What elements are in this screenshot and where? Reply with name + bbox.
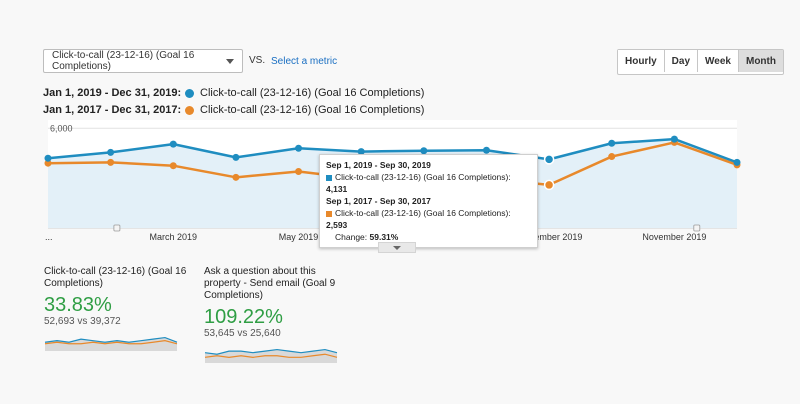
data-point-previous (295, 168, 302, 175)
tooltip-current-label: Click-to-call (23-12-16) (Goal 16 Comple… (335, 172, 511, 182)
scorecard-sparkline (44, 331, 178, 351)
hourly-button[interactable]: Hourly (618, 50, 665, 72)
chart-collapse-toggle[interactable] (378, 242, 416, 253)
tooltip-previous-row: Click-to-call (23-12-16) (Goal 16 Comple… (326, 207, 531, 231)
day-button[interactable]: Day (665, 50, 698, 72)
tooltip-change-label: Change: (335, 232, 370, 242)
scorecard-click-to-call[interactable]: Click-to-call (23-12-16) (Goal 16 Comple… (44, 266, 194, 356)
data-point-current (545, 155, 554, 164)
chart-tooltip: Sep 1, 2019 - Sep 30, 2019 Click-to-call… (319, 154, 538, 248)
metric-dropdown[interactable]: Click-to-call (23-12-16) (Goal 16 Comple… (43, 49, 243, 73)
tooltip-current-swatch (326, 175, 332, 181)
data-point-current (671, 136, 678, 143)
data-point-current (483, 147, 490, 154)
legend-row-previous: Jan 1, 2017 - Dec 31, 2017: Click-to-cal… (43, 104, 424, 116)
tooltip-current-row: Click-to-call (23-12-16) (Goal 16 Comple… (326, 171, 531, 195)
data-point-previous (170, 162, 177, 169)
tooltip-change-value: 59.31% (370, 232, 399, 242)
month-button[interactable]: Month (739, 50, 783, 72)
legend-date-current: Jan 1, 2019 - Dec 31, 2019: (43, 87, 185, 99)
vs-label: VS. (249, 55, 265, 66)
data-point-current (170, 141, 177, 148)
tooltip-previous-swatch (326, 211, 332, 217)
metric-dropdown-value: Click-to-call (23-12-16) (Goal 16 Comple… (52, 50, 226, 72)
chevron-down-icon (226, 59, 234, 64)
scorecard-compare: 53,645 vs 25,640 (204, 328, 344, 340)
scorecard-change-value: 109.22% (204, 306, 344, 328)
tooltip-previous-label: Click-to-call (23-12-16) (Goal 16 Comple… (335, 208, 511, 218)
data-point-previous (107, 159, 114, 166)
x-tick-label: May 2019 (279, 232, 319, 242)
legend-metric-previous: Click-to-call (23-12-16) (Goal 16 Comple… (200, 104, 424, 116)
tooltip-current-period: Sep 1, 2019 - Sep 30, 2019 (326, 159, 531, 171)
scorecard-send-email[interactable]: Ask a question about this property - Sen… (204, 266, 344, 368)
week-button[interactable]: Week (698, 50, 739, 72)
time-granularity-group: Hourly Day Week Month (617, 49, 784, 75)
legend-dot-current (185, 89, 194, 98)
data-point-current (45, 155, 52, 162)
scorecard-sparkline (204, 343, 338, 363)
data-point-current (107, 149, 114, 156)
legend-dot-previous (185, 106, 194, 115)
triangle-down-icon (393, 246, 401, 250)
tooltip-current-value: 4,131 (326, 184, 347, 194)
annotation-marker (694, 225, 700, 231)
data-point-current (734, 159, 741, 166)
tooltip-previous-value: 2,593 (326, 220, 347, 230)
y-tick-label: 6,000 (50, 123, 73, 133)
legend-row-current: Jan 1, 2019 - Dec 31, 2019: Click-to-cal… (43, 87, 424, 99)
data-point-current (295, 145, 302, 152)
x-tick-label: November 2019 (642, 232, 706, 242)
legend-date-previous: Jan 1, 2017 - Dec 31, 2017: (43, 104, 185, 116)
annotation-marker (114, 225, 120, 231)
data-point-previous (608, 153, 615, 160)
data-point-previous (232, 174, 239, 181)
scorecard-change-value: 33.83% (44, 294, 194, 316)
tooltip-previous-period: Sep 1, 2017 - Sep 30, 2017 (326, 195, 531, 207)
data-point-current (608, 140, 615, 147)
legend-metric-current: Click-to-call (23-12-16) (Goal 16 Comple… (200, 87, 424, 99)
data-point-previous (545, 180, 554, 189)
tooltip-change-row: Change: 59.31% (326, 231, 531, 243)
sparkline-area (45, 338, 177, 351)
select-metric-link[interactable]: Select a metric (271, 56, 337, 67)
scorecard-title: Ask a question about this property - Sen… (204, 266, 344, 302)
x-tick-label: ... (45, 232, 53, 242)
scorecard-title: Click-to-call (23-12-16) (Goal 16 Comple… (44, 266, 194, 290)
scorecard-compare: 52,693 vs 39,372 (44, 316, 194, 328)
data-point-current (232, 154, 239, 161)
x-tick-label: March 2019 (150, 232, 198, 242)
